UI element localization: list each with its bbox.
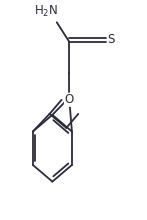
Text: S: S [108,33,115,46]
Text: H$_2$N: H$_2$N [34,4,58,19]
Text: O: O [65,93,74,106]
